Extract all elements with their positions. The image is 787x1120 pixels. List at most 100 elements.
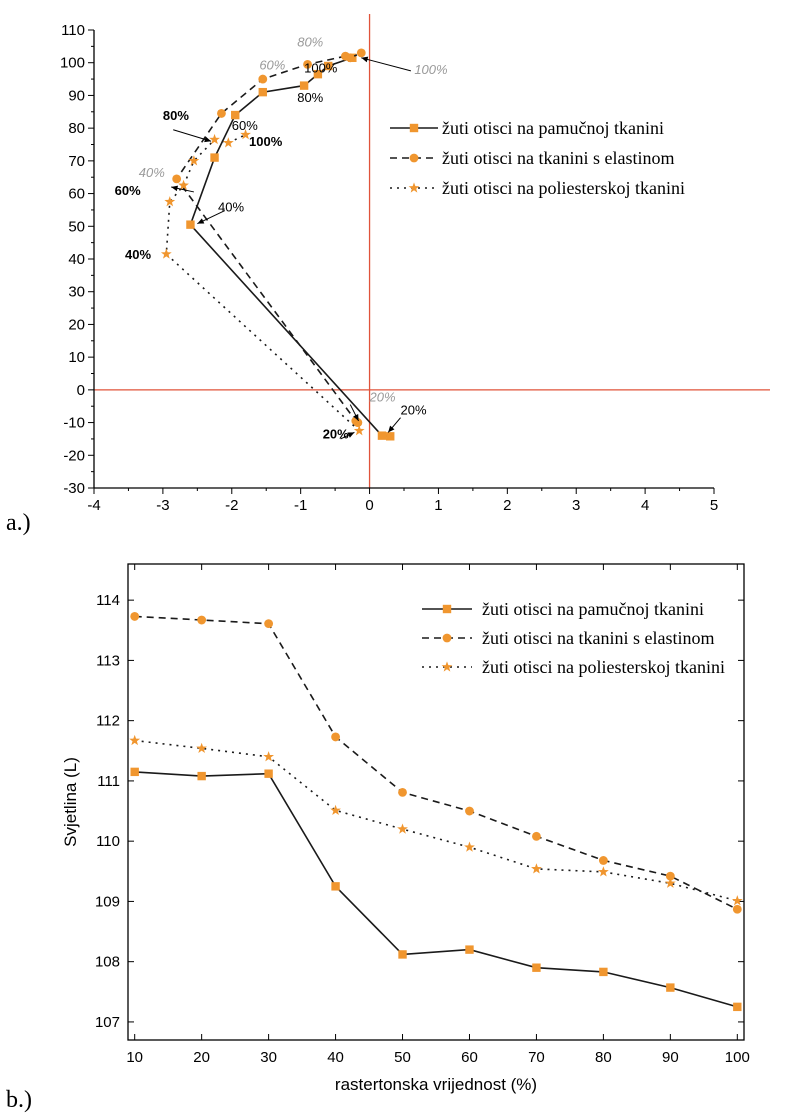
data-point [397, 823, 408, 834]
data-point [666, 983, 675, 992]
x-axis-label: rastertonska vrijednost (%) [335, 1075, 537, 1094]
x-tick-label: 3 [572, 497, 580, 514]
data-point [186, 220, 195, 229]
data-point [210, 153, 219, 162]
data-point [258, 87, 267, 97]
legend-marker [409, 153, 419, 163]
data-point [598, 866, 609, 877]
x-tick-label: 30 [260, 1049, 277, 1066]
data-point [160, 248, 172, 259]
x-tick-label: 20 [193, 1049, 210, 1066]
y-tick-label: 70 [68, 153, 85, 170]
data-point [178, 179, 189, 190]
y-tick-label: 100 [60, 55, 85, 72]
legend-marker [442, 604, 452, 614]
x-tick-label: 100 [725, 1049, 750, 1066]
x-tick-label: 70 [528, 1049, 545, 1066]
data-point [129, 734, 141, 746]
data-point [599, 967, 608, 977]
data-point [732, 904, 742, 914]
data-point [377, 431, 387, 440]
annotation-label: 20% [369, 389, 396, 404]
y-tick-label: 80 [68, 120, 85, 137]
legend-label: žuti otisci na pamučnoj tkanini [442, 118, 664, 138]
data-point [209, 133, 220, 145]
data-point [264, 619, 274, 629]
arrow-head [204, 136, 212, 143]
series-line [189, 57, 391, 438]
data-point [532, 831, 541, 841]
data-point [240, 129, 251, 140]
legend-marker [409, 123, 419, 133]
x-tick-label: 2 [503, 497, 511, 514]
arrow-head [197, 218, 205, 224]
series-a-3 [160, 129, 365, 436]
chart-b: 107 108 109 110 111 112 113 114 10 20 30 40 50 60 70 80… [6, 563, 750, 1113]
y-tick-label: 60 [68, 186, 85, 203]
y-tick-label: 107 [95, 1014, 120, 1031]
data-point [345, 53, 355, 63]
y-tick-label: -10 [63, 415, 85, 432]
data-point [398, 787, 407, 797]
data-point [188, 155, 200, 166]
annotation-label: 80% [297, 90, 323, 105]
series-b-3 [129, 734, 743, 906]
data-point [130, 612, 140, 621]
x-tick-label: -3 [156, 497, 169, 514]
data-point [353, 425, 365, 436]
annotation-arrow [361, 57, 412, 72]
arrow-head [171, 185, 179, 192]
x-tick-label: 90 [662, 1049, 679, 1066]
data-point [465, 945, 474, 954]
y-tick-label: -20 [63, 447, 85, 464]
y-tick-label: 50 [68, 218, 85, 235]
y-tick-label: 112 [96, 713, 120, 730]
legend-label: žuti otisci na poliesterskoj tkanini [482, 657, 725, 677]
y-tick-label: 10 [68, 349, 85, 366]
annotation-label: 100% [304, 61, 338, 76]
annotation-label: 20% [323, 426, 349, 441]
data-point [172, 174, 182, 184]
x-tick-label: 10 [126, 1049, 143, 1066]
legend-a: žuti otisci na pamučnoj tkanini žuti otis… [390, 118, 685, 198]
series-line [134, 615, 738, 911]
data-point [356, 48, 366, 58]
legend-marker [442, 633, 452, 643]
x-tick-label: -1 [294, 497, 307, 514]
annotation-label: 80% [163, 108, 189, 123]
legend-marker [441, 661, 453, 672]
arrow-head [347, 432, 355, 438]
annotation-label: 40% [125, 247, 151, 262]
data-point [386, 432, 395, 441]
data-point [531, 863, 542, 874]
x-tick-label: -2 [225, 497, 238, 514]
data-point [263, 751, 274, 762]
panel-label-a: a.) [6, 510, 31, 536]
annotation-label: 60% [115, 183, 141, 198]
x-tick-label: 0 [365, 497, 373, 514]
x-tick-label: 5 [710, 497, 718, 514]
y-tick-label: 110 [61, 22, 85, 39]
data-point [398, 950, 407, 959]
annotation-label: 80% [297, 34, 323, 49]
data-point [217, 109, 226, 118]
x-tick-label: -4 [87, 497, 100, 514]
x-tick-label: 1 [434, 497, 442, 514]
data-point [331, 732, 340, 742]
y-tick-label: 30 [68, 284, 85, 301]
legend-b: žuti otisci na pamučnoj tkanini žuti otis… [422, 599, 725, 677]
series-line [134, 739, 738, 902]
data-point [197, 615, 207, 625]
data-point [197, 771, 206, 781]
data-point [532, 963, 541, 972]
annotation-arrow [173, 129, 212, 142]
legend-label: žuti otisci na tkanini s elastinom [482, 628, 714, 648]
series-a-2 [172, 48, 366, 427]
annotation-label: 60% [232, 118, 258, 133]
y-tick-label: 114 [96, 592, 120, 609]
data-point [264, 769, 273, 778]
y-tick-label: 20 [68, 316, 85, 333]
data-point [196, 742, 208, 753]
y-axis-label: Svjetlina (L) [61, 757, 80, 847]
